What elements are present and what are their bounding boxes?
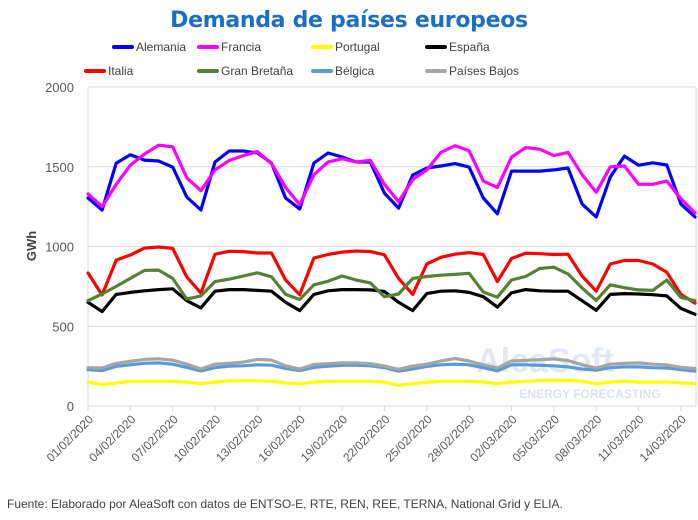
legend-label: España: [449, 40, 490, 54]
legend-item-portugal: Portugal: [311, 40, 380, 54]
legend-swatch: [425, 45, 447, 49]
y-tick-label: 2000: [45, 80, 74, 95]
legend-swatch: [425, 69, 447, 73]
source-note: Fuente: Elaborado por AleaSoft con datos…: [7, 497, 563, 511]
legend-label: Portugal: [335, 40, 380, 54]
y-tick-label: 1000: [45, 240, 74, 255]
legend-swatch: [197, 69, 219, 73]
legend-swatch: [311, 45, 333, 49]
watermark: AleaSoft ENERGY FORECASTING: [476, 342, 661, 401]
series-line-portugal: [86, 378, 697, 387]
legend-swatch: [112, 45, 134, 49]
y-axis-title: GWh: [24, 231, 39, 261]
y-tick-label: 1500: [45, 160, 74, 175]
y-tick-label: 500: [52, 319, 74, 334]
line-chart: AleaSoft ENERGY FORECASTING 0 500 1000 1500…: [24, 80, 697, 465]
legend-label: Francia: [221, 40, 262, 54]
legend-item-francia: Francia: [197, 40, 261, 54]
series-line-alemania: [86, 149, 697, 219]
x-tick-label: 14/03/2020: [637, 412, 690, 465]
legend-label: Gran Bretaña: [221, 64, 294, 78]
chart-title: Demanda de países europeos: [170, 8, 528, 33]
legend-label: Países Bajos: [449, 64, 520, 78]
series-line-francia: [86, 143, 697, 215]
legend-swatch: [197, 45, 219, 49]
watermark-tagline: ENERGY FORECASTING: [519, 387, 660, 401]
legend-label: Italia: [108, 64, 134, 78]
y-tick-label: 0: [67, 399, 74, 414]
legend-swatch: [311, 69, 333, 73]
legend-item-gran-bretana: Gran Bretaña: [197, 64, 293, 78]
legend-item-italia: Italia: [84, 64, 133, 78]
legend-item-alemania: Alemania: [112, 40, 186, 54]
legend-item-espana: España: [425, 40, 490, 54]
series-line-paises-bajos: [86, 356, 697, 371]
series-lines: [86, 143, 697, 387]
series-line-gran-bretana: [86, 265, 697, 303]
legend-swatch: [84, 69, 106, 73]
series-line-italia: [86, 245, 697, 305]
series-line-belgica: [86, 361, 697, 373]
legend-label: Alemania: [136, 40, 187, 54]
gridlines: [87, 86, 697, 407]
legend-item-belgica: Bélgica: [311, 64, 374, 78]
legend-label: Bélgica: [335, 64, 375, 78]
legend-item-paises-bajos: Países Bajos: [425, 64, 519, 78]
